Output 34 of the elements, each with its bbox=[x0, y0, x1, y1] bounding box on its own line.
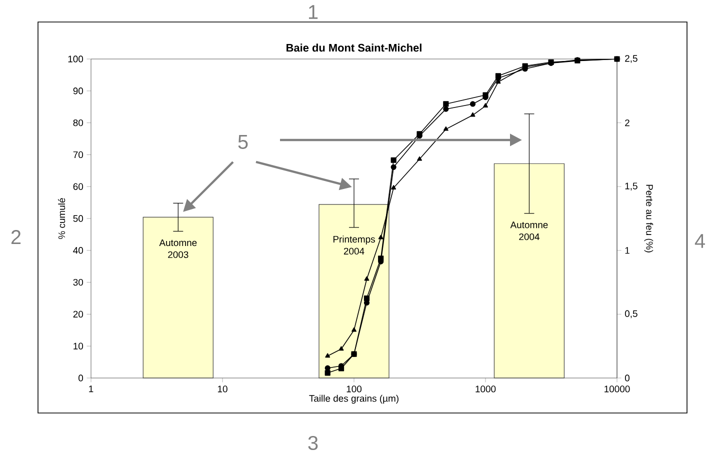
text: 4 bbox=[694, 234, 705, 248]
text: 3 bbox=[308, 436, 318, 450]
x-tick-label: 100 bbox=[346, 386, 362, 392]
annotation: 5 bbox=[238, 135, 248, 149]
x-tick-label: 10000 bbox=[604, 386, 630, 392]
y-tick-label: 60 bbox=[73, 183, 84, 190]
chart-title: Baie du Mont Saint-Michel bbox=[286, 44, 422, 52]
y2-axis-title: Perte au feu (%) bbox=[644, 184, 654, 252]
y2-tick-label: 0 bbox=[624, 374, 630, 382]
y-tick-label: 0 bbox=[78, 374, 84, 382]
text: 2 bbox=[11, 230, 21, 244]
y2-tick-label: 1 bbox=[625, 247, 630, 254]
x-axis-title: Taille des grains (µm) bbox=[309, 394, 398, 404]
y-tick-label: 30 bbox=[73, 278, 84, 286]
annotation: Automne 2004 bbox=[510, 222, 548, 240]
y-tick-label: 90 bbox=[73, 88, 84, 94]
y-tick-label: 40 bbox=[73, 247, 84, 254]
y2-tick-label: 1,5 bbox=[625, 182, 638, 190]
x-tick-label: 1 bbox=[89, 386, 94, 392]
y2-tick-label: 2 bbox=[625, 119, 630, 126]
text: 1 bbox=[308, 5, 318, 19]
y-tick-label: 50 bbox=[73, 215, 84, 222]
y-tick-label: 80 bbox=[73, 119, 84, 126]
x-tick-label: 10 bbox=[218, 386, 228, 392]
y2-tick-label: 2,5 bbox=[625, 55, 638, 63]
y-axis-title: % cumulé bbox=[58, 198, 66, 239]
x-tick-label: 1000 bbox=[476, 386, 496, 392]
y-tick-label: 10 bbox=[74, 342, 84, 350]
annotation: Printemps 2004 bbox=[333, 236, 375, 255]
annotation: Automne 2003 bbox=[159, 239, 197, 258]
y-tick-label: 70 bbox=[73, 151, 84, 158]
y-tick-label: 100 bbox=[68, 56, 84, 62]
y-tick-label: 20 bbox=[73, 310, 84, 318]
y2-tick-label: 0,5 bbox=[624, 310, 638, 318]
